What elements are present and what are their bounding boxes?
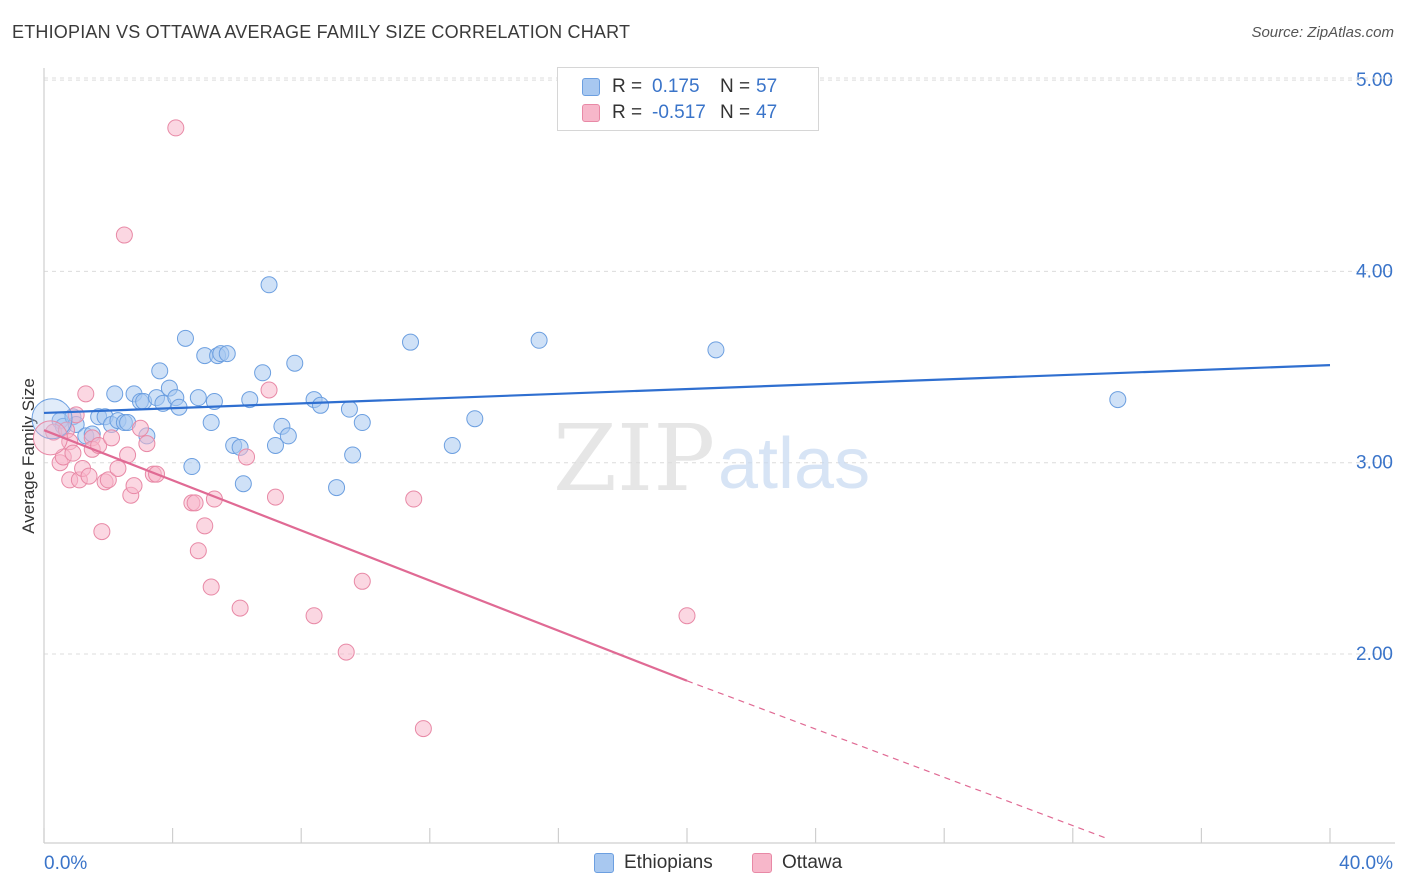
data-point-ethiopians xyxy=(466,410,484,428)
correlation-legend: R = 0.175 N = 57 R = -0.517 N = 47 xyxy=(557,67,819,131)
legend-swatch-ethiopians xyxy=(582,78,600,96)
data-point-ethiopians xyxy=(31,398,73,440)
data-point-ottawa xyxy=(80,467,98,485)
watermark-zip: ZIP xyxy=(553,405,715,512)
data-point-ottawa xyxy=(231,599,249,617)
data-point-ottawa xyxy=(305,607,323,625)
data-point-ottawa xyxy=(414,720,432,738)
data-point-ottawa xyxy=(32,420,68,456)
legend-r-value: -0.517 xyxy=(652,102,706,123)
legend-n-value: 57 xyxy=(756,76,778,97)
data-point-ottawa xyxy=(93,523,111,541)
data-point-ottawa xyxy=(115,226,133,244)
data-point-ethiopians xyxy=(241,391,259,409)
data-point-ottawa xyxy=(266,488,284,506)
legend-label-ethiopians: Ethiopians xyxy=(624,852,713,873)
data-point-ethiopians xyxy=(254,364,272,382)
y-tick-label: 5.00 xyxy=(1356,70,1393,91)
legend-r-label: R = xyxy=(612,76,643,97)
data-point-ottawa xyxy=(109,459,127,477)
legend-n-value: 47 xyxy=(756,102,778,123)
data-point-ethiopians xyxy=(106,385,124,403)
chart-title: ETHIOPIAN VS OTTAWA AVERAGE FAMILY SIZE … xyxy=(12,22,631,42)
legend-n-label: N = xyxy=(720,76,751,97)
data-point-ottawa xyxy=(64,444,82,462)
legend-r-label: R = xyxy=(612,102,643,123)
data-point-ethiopians xyxy=(344,446,362,464)
data-point-ottawa xyxy=(405,490,423,508)
data-point-ottawa xyxy=(196,517,214,535)
trend-line-ottawa xyxy=(43,429,688,682)
data-point-ethiopians xyxy=(328,479,346,497)
data-point-ottawa xyxy=(260,381,278,399)
data-point-ethiopians xyxy=(286,354,304,372)
legend-row-ottawa: R = -0.517 N = 47 xyxy=(582,101,824,125)
y-tick-label: 3.00 xyxy=(1356,453,1393,474)
legend-r-value: 0.175 xyxy=(652,76,700,97)
data-point-ottawa xyxy=(131,419,149,437)
watermark-atlas: atlas xyxy=(718,424,870,504)
legend-swatch-ottawa xyxy=(582,104,600,122)
data-point-ottawa xyxy=(103,429,121,447)
legend-swatch-ottawa xyxy=(752,853,772,873)
data-point-ethiopians xyxy=(279,427,297,445)
data-point-ottawa xyxy=(77,385,95,403)
legend-swatch-ethiopians xyxy=(594,853,614,873)
data-point-ethiopians xyxy=(443,436,461,454)
data-point-ethiopians xyxy=(189,389,207,407)
data-point-ethiopians xyxy=(1109,391,1127,409)
data-point-ethiopians xyxy=(234,475,252,493)
legend-n-label: N = xyxy=(720,102,751,123)
source-label: Source: ZipAtlas.com xyxy=(1251,24,1394,41)
trend-line-extension-ottawa xyxy=(686,680,1106,839)
data-point-ottawa xyxy=(167,119,185,137)
data-point-ottawa xyxy=(125,477,143,495)
data-point-ottawa xyxy=(678,607,696,625)
data-point-ethiopians xyxy=(202,414,220,432)
y-tick-label: 2.00 xyxy=(1356,644,1393,665)
data-point-ethiopians xyxy=(266,436,284,454)
legend-item-ethiopians[interactable]: Ethiopians xyxy=(594,852,713,874)
data-point-ethiopians xyxy=(311,396,329,414)
data-point-ottawa xyxy=(238,448,256,466)
data-point-ottawa xyxy=(99,471,117,489)
x-tick-label: 0.0% xyxy=(44,853,87,874)
data-point-ethiopians xyxy=(260,276,278,294)
legend-label-ottawa: Ottawa xyxy=(782,852,843,873)
y-axis-label: Average Family Size xyxy=(19,378,38,534)
legend-row-ethiopians: R = 0.175 N = 57 xyxy=(582,75,824,99)
data-point-ottawa xyxy=(353,572,371,590)
data-point-ottawa xyxy=(337,643,355,661)
x-tick-label: 40.0% xyxy=(1339,853,1393,874)
data-point-ethiopians xyxy=(183,458,201,476)
data-point-ethiopians xyxy=(353,414,371,432)
data-point-ethiopians xyxy=(218,345,236,363)
data-point-ethiopians xyxy=(402,333,420,351)
data-point-ottawa xyxy=(202,578,220,596)
data-point-ethiopians xyxy=(340,400,358,418)
data-point-ottawa xyxy=(189,542,207,560)
data-point-ethiopians xyxy=(530,331,548,349)
trend-line-ethiopians xyxy=(43,364,1331,415)
y-tick-label: 4.00 xyxy=(1356,261,1393,282)
data-point-ethiopians xyxy=(151,362,169,380)
data-point-ottawa xyxy=(186,494,204,512)
series-legend: Ethiopians Ottawa xyxy=(0,852,1406,878)
legend-item-ottawa[interactable]: Ottawa xyxy=(752,852,842,874)
data-point-ethiopians xyxy=(707,341,725,359)
data-point-ottawa xyxy=(138,435,156,453)
data-point-ethiopians xyxy=(176,329,194,347)
